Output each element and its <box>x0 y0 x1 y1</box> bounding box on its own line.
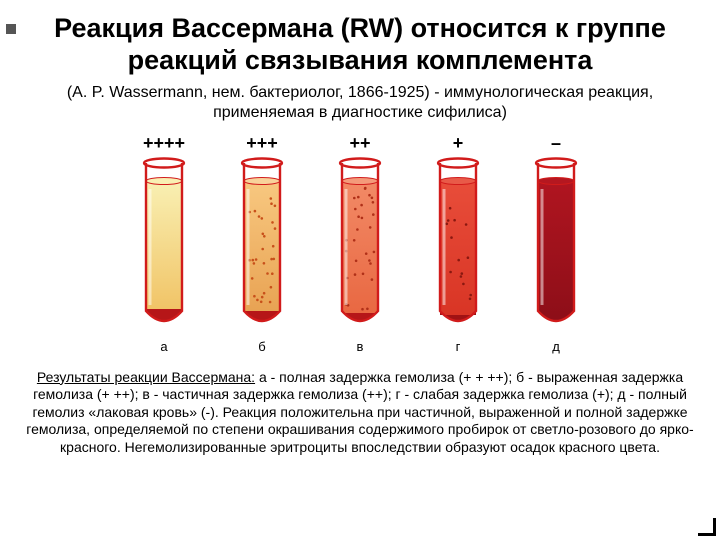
corner-decor <box>698 518 716 536</box>
test-tube <box>238 157 286 335</box>
tube-column: ++ в <box>336 133 384 354</box>
tubes-diagram: ++++ а+++ б++ <box>22 133 698 363</box>
tube-column: +++ б <box>238 133 286 354</box>
tube-result-label: – <box>551 133 561 153</box>
tube-letter-label: в <box>357 339 364 354</box>
test-tube <box>532 157 580 335</box>
tube-column: + г <box>434 133 482 354</box>
tube-letter-label: а <box>160 339 167 354</box>
tube-column: ++++ а <box>140 133 188 354</box>
bullet-decor <box>6 24 16 34</box>
tube-column: – д <box>532 133 580 354</box>
page-title: Реакция Вассермана (RW) относится к груп… <box>22 12 698 77</box>
tube-result-label: +++ <box>246 133 278 153</box>
subtitle: (A. P. Wassermann, нем. бактериолог, 186… <box>22 83 698 123</box>
test-tube <box>336 157 384 335</box>
test-tube <box>434 157 482 335</box>
tube-letter-label: г <box>456 339 461 354</box>
results-lead: Результаты реакции Вассермана: <box>37 369 255 385</box>
tube-result-label: ++++ <box>143 133 185 153</box>
results-text: Результаты реакции Вассермана: а - полна… <box>22 369 698 457</box>
tube-letter-label: д <box>552 339 560 354</box>
tube-letter-label: б <box>258 339 265 354</box>
test-tube <box>140 157 188 335</box>
tube-result-label: ++ <box>349 133 370 153</box>
tube-result-label: + <box>453 133 464 153</box>
